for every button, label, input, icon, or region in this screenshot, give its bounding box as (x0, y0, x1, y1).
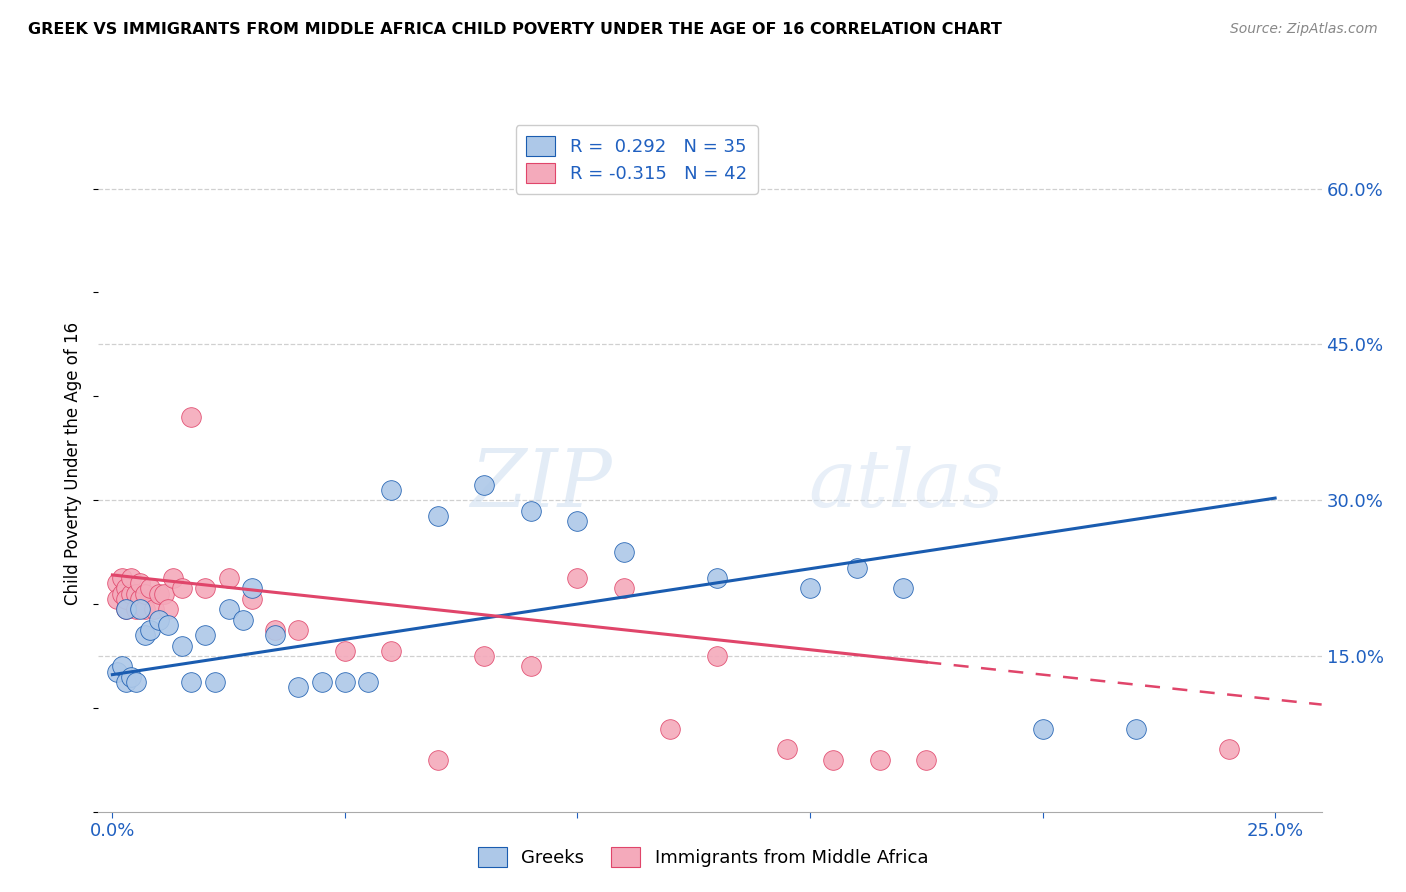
Point (659, 722, 682, 736)
Point (218, 571, 240, 585)
Point (706, 648, 728, 663)
Point (111, 587, 134, 601)
Point (776, 742, 799, 756)
Point (799, 582, 821, 596)
Point (194, 582, 217, 596)
Point (333, 644, 356, 658)
Text: ZIP: ZIP (471, 446, 612, 524)
Point (134, 602, 156, 616)
Point (105, 591, 128, 606)
Point (115, 591, 138, 606)
Point (204, 674, 226, 689)
Point (380, 644, 402, 658)
Point (474, 477, 496, 491)
Point (162, 571, 184, 585)
Point (613, 582, 636, 596)
Point (120, 670, 142, 684)
Y-axis label: Child Poverty Under the Age of 16: Child Poverty Under the Age of 16 (65, 322, 83, 606)
Point (134, 628, 156, 642)
Point (111, 659, 134, 673)
Point (1032, 722, 1054, 736)
Point (1218, 742, 1240, 756)
Point (240, 582, 263, 596)
Text: GREEK VS IMMIGRANTS FROM MIDDLE AFRICA CHILD POVERTY UNDER THE AGE OF 16 CORRELA: GREEK VS IMMIGRANTS FROM MIDDLE AFRICA C… (28, 22, 1002, 37)
Point (333, 674, 356, 689)
Point (869, 753, 891, 767)
Point (105, 665, 128, 679)
Legend: R =  0.292   N = 35, R = -0.315   N = 42: R = 0.292 N = 35, R = -0.315 N = 42 (516, 125, 758, 194)
Point (194, 628, 217, 642)
Point (218, 602, 240, 616)
Point (240, 591, 263, 606)
Point (115, 674, 138, 689)
Point (172, 582, 194, 596)
Point (120, 587, 142, 601)
Point (287, 680, 309, 694)
Point (124, 587, 146, 601)
Point (474, 648, 496, 663)
Point (111, 571, 134, 585)
Point (287, 623, 309, 637)
Point (520, 659, 543, 673)
Point (357, 674, 380, 689)
Point (613, 545, 636, 559)
Point (180, 410, 202, 425)
Point (129, 602, 152, 616)
Point (567, 514, 589, 528)
Point (264, 628, 287, 642)
Point (915, 753, 938, 767)
Point (105, 576, 128, 591)
Point (129, 591, 152, 606)
Point (115, 602, 138, 616)
Point (426, 753, 449, 767)
Point (124, 602, 146, 616)
Point (311, 674, 333, 689)
Text: atlas: atlas (808, 446, 1004, 524)
Point (823, 753, 845, 767)
Point (520, 503, 543, 517)
Point (232, 613, 254, 627)
Point (157, 617, 180, 632)
Point (134, 587, 156, 601)
Point (124, 674, 146, 689)
Point (152, 587, 174, 601)
Point (891, 582, 914, 596)
Point (172, 639, 194, 653)
Point (115, 582, 138, 596)
Point (380, 483, 402, 497)
Point (180, 674, 202, 689)
Point (845, 560, 868, 574)
Point (264, 623, 287, 637)
Point (138, 623, 160, 637)
Legend: Greeks, Immigrants from Middle Africa: Greeks, Immigrants from Middle Africa (471, 839, 935, 874)
Point (129, 576, 152, 591)
Point (706, 571, 728, 585)
Point (1125, 722, 1147, 736)
Point (148, 613, 170, 627)
Point (148, 587, 170, 601)
Text: Source: ZipAtlas.com: Source: ZipAtlas.com (1230, 22, 1378, 37)
Point (567, 571, 589, 585)
Point (138, 582, 160, 596)
Point (115, 602, 138, 616)
Point (157, 602, 180, 616)
Point (143, 602, 166, 616)
Point (426, 508, 449, 523)
Point (120, 571, 142, 585)
